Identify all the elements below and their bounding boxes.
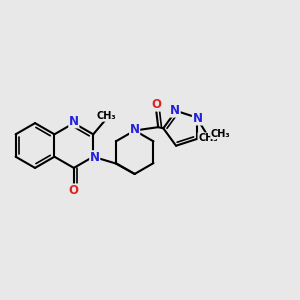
Text: CH₃: CH₃ <box>96 111 116 121</box>
Text: N: N <box>90 151 100 164</box>
Text: CH₃: CH₃ <box>198 133 218 143</box>
Text: O: O <box>151 98 161 111</box>
Text: N: N <box>69 115 79 128</box>
Text: N: N <box>170 104 180 117</box>
Text: O: O <box>69 184 79 197</box>
Text: N: N <box>192 112 203 125</box>
Text: N: N <box>130 122 140 136</box>
Text: CH₃: CH₃ <box>211 129 230 139</box>
